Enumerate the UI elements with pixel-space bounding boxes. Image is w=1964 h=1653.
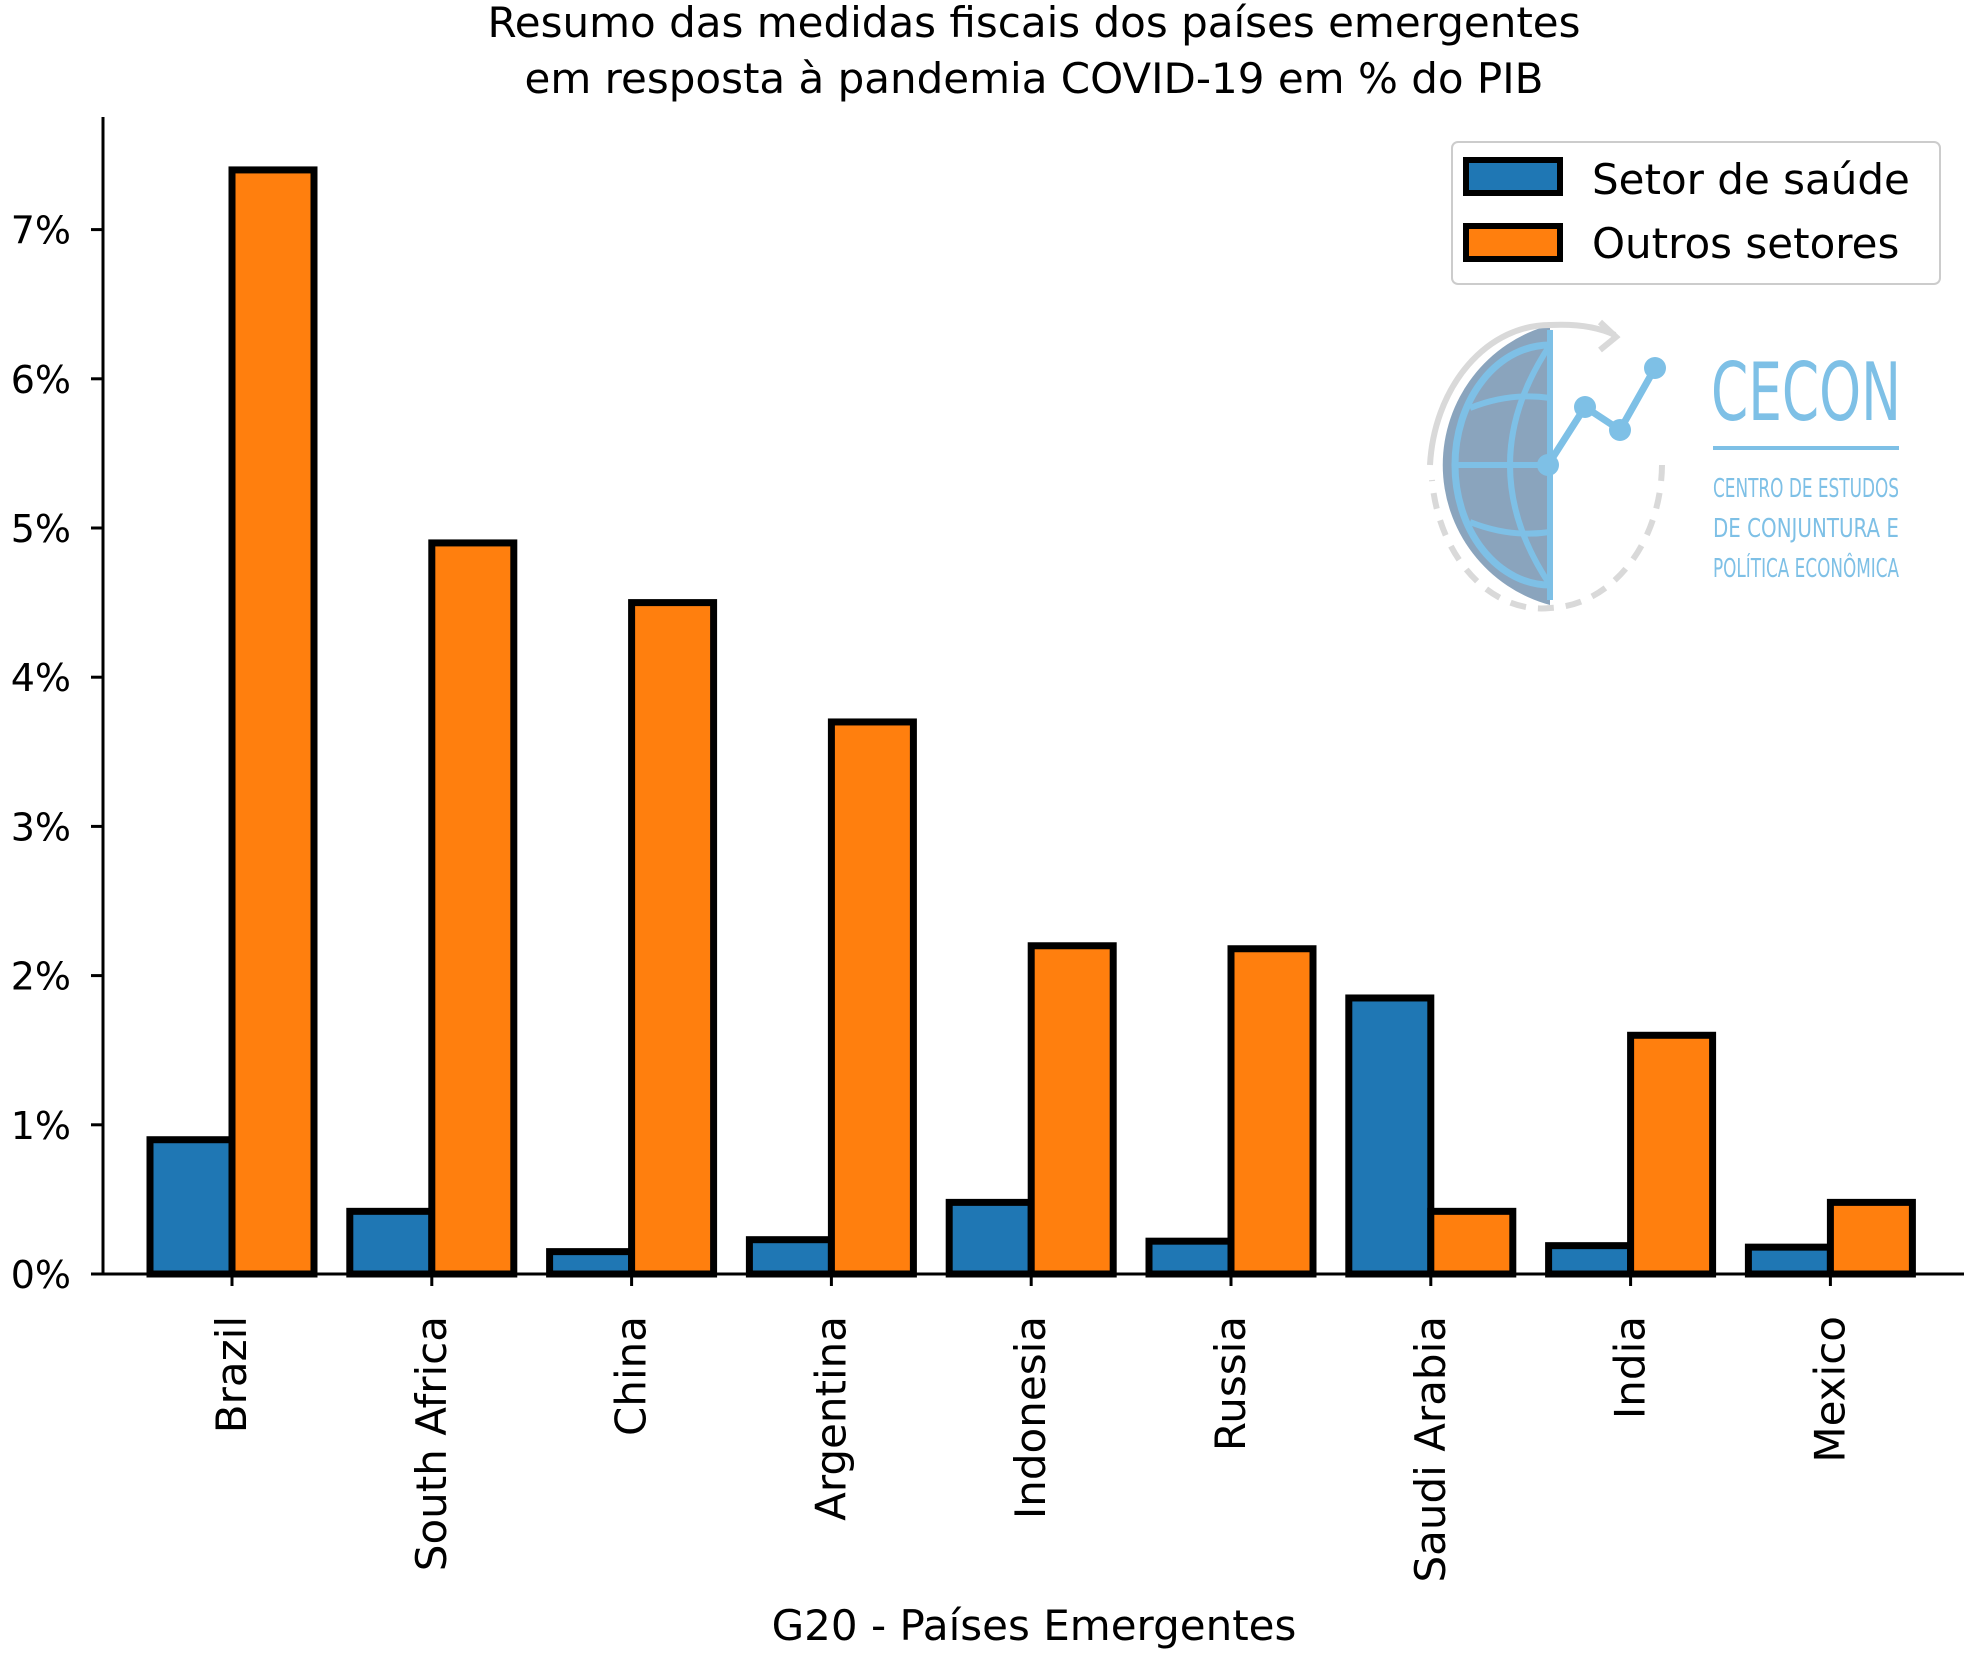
y-tick-label: 1% <box>11 1104 71 1148</box>
y-tick-label: 7% <box>11 209 71 253</box>
logo-trend-dot <box>1609 419 1631 441</box>
bar-health-south-africa <box>346 1207 436 1278</box>
logo-line-1: CENTRO DE ESTUDOS <box>1713 474 1899 504</box>
logo-line-3: POLÍTICA ECONÔMICA <box>1713 552 1899 584</box>
logo-name: CECON <box>1711 346 1901 439</box>
logo-trend-dot <box>1574 396 1596 418</box>
x-tick-label: Brazil <box>207 1316 256 1433</box>
x-axis-label: G20 - Países Emergentes <box>772 1601 1297 1650</box>
logo-grey-arc <box>1427 321 1617 466</box>
logo-trend-dot <box>1537 454 1559 476</box>
x-tick-label: Argentina <box>806 1316 855 1521</box>
bar-other-china <box>628 599 718 1278</box>
logo-trend-line <box>1545 366 1659 467</box>
bars-group <box>146 166 1916 1278</box>
legend-swatch-health <box>1463 157 1563 196</box>
y-tick-label: 2% <box>11 955 71 999</box>
x-tick-label: India <box>1606 1316 1655 1419</box>
bar-health-india <box>1545 1242 1635 1278</box>
legend-swatch-other <box>1463 223 1563 262</box>
legend-label-other: Outros setores <box>1592 219 1899 268</box>
bar-health-saudi-arabia <box>1345 994 1435 1278</box>
y-tick-label: 6% <box>11 358 71 402</box>
legend-label-health: Setor de saúde <box>1592 155 1910 204</box>
bar-other-argentina <box>827 718 917 1278</box>
logo-arrowhead <box>1597 319 1621 353</box>
bar-health-indonesia <box>945 1198 1035 1278</box>
x-tick-label: Russia <box>1206 1316 1255 1451</box>
x-tick-label: China <box>607 1316 656 1436</box>
logo-globe-lat-upper <box>1468 393 1551 411</box>
legend-frame <box>1451 141 1941 285</box>
bar-health-argentina <box>745 1236 835 1278</box>
x-tick-label: Mexico <box>1805 1316 1854 1463</box>
x-tick-label: Indonesia <box>1006 1316 1055 1519</box>
bar-other-russia <box>1227 945 1317 1278</box>
x-axis-ticks: Brazil South Africa China Argentina Indonesi… <box>207 1274 1854 1583</box>
y-tick-label: 5% <box>11 507 71 551</box>
bar-health-china <box>546 1248 636 1278</box>
x-tick-label: Saudi Arabia <box>1406 1316 1455 1583</box>
legend: Setor de saúde Outros setores <box>1451 141 1941 285</box>
bar-other-mexico <box>1826 1198 1916 1278</box>
bar-other-indonesia <box>1027 942 1117 1278</box>
y-tick-label: 3% <box>11 805 71 849</box>
y-tick-label: 0% <box>11 1253 71 1297</box>
logo-dashed-arc <box>1429 464 1665 612</box>
bar-other-saudi-arabia <box>1427 1207 1517 1278</box>
cecon-logo: CECON CENTRO DE ESTUDOS DE CONJUNTURA E … <box>1427 319 1901 612</box>
logo-trend-dot <box>1644 357 1666 379</box>
bar-other-india <box>1627 1031 1717 1278</box>
y-axis-ticks: 0% 1% 2% 3% 4% 5% 6% 7% <box>11 209 103 1297</box>
logo-line-2: DE CONJUNTURA E <box>1713 514 1899 544</box>
bar-health-russia <box>1145 1237 1235 1278</box>
bar-health-brazil <box>146 1136 236 1278</box>
y-tick-label: 4% <box>11 656 71 700</box>
x-tick-label: South Africa <box>407 1316 456 1571</box>
bar-other-brazil <box>228 166 318 1278</box>
bar-other-south-africa <box>428 539 518 1278</box>
bar-health-mexico <box>1744 1243 1834 1278</box>
logo-globe-lat-lower <box>1468 519 1551 537</box>
chart-title-line-1: Resumo das medidas fiscais dos países em… <box>487 0 1580 47</box>
chart-title-line-2: em resposta à pandemia COVID-19 em % do … <box>525 54 1544 103</box>
